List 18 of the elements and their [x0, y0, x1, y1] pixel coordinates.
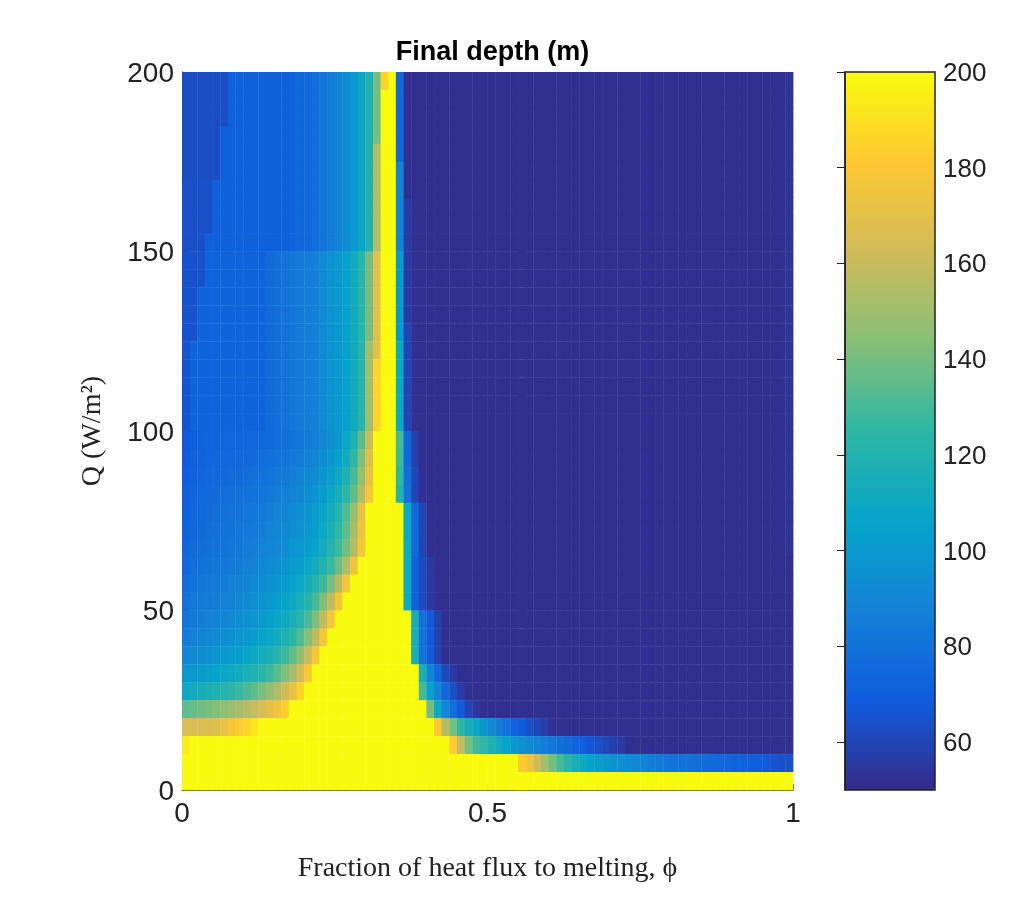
color-bar-label: 120	[943, 439, 987, 470]
color-bar-label: 160	[943, 248, 987, 279]
y-tick-label: 100	[127, 415, 174, 447]
color-bar-label: 140	[943, 344, 987, 375]
color-bar-label: 200	[943, 57, 987, 87]
y-tick-label: 150	[127, 236, 174, 267]
chart-title: Final depth (m)	[395, 35, 590, 66]
color-bar-label: 80	[943, 631, 972, 662]
y-axis-title: Q (W/m²)	[74, 375, 106, 487]
y-tick-label: 0	[158, 774, 174, 806]
color-bar-label: 180	[943, 152, 987, 183]
y-tick-label: 200	[127, 56, 174, 88]
color-bar-label: 100	[943, 535, 987, 566]
x-axis-title: Fraction of heat flux to melting, ϕ	[297, 850, 678, 882]
y-tick-label: 50	[142, 595, 174, 626]
color-bar-label: 60	[943, 727, 972, 758]
x-tick-label: 1	[785, 796, 801, 828]
x-tick-label: 0.5	[468, 796, 507, 828]
